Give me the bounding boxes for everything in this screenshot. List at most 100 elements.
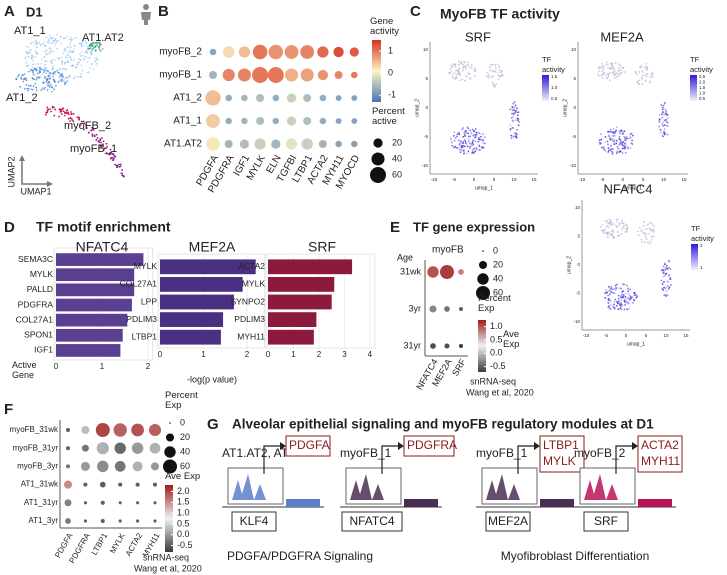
cell-point [637, 230, 640, 233]
dot [132, 461, 143, 472]
cell-point [607, 149, 610, 152]
cell-point [88, 66, 91, 69]
panel-letter: E [390, 219, 400, 236]
cell-point [52, 78, 55, 81]
cell-point [474, 133, 477, 136]
cell-point [460, 62, 463, 64]
cell-point [462, 67, 465, 69]
category-label: PDLIM3 [126, 314, 157, 324]
x-tick-label: 1 [201, 350, 206, 359]
cell-point [611, 153, 614, 156]
category-label: MYH11 [237, 331, 265, 341]
cell-point [600, 74, 603, 77]
colorbar-label: 2.5 [699, 74, 706, 79]
cell-point [512, 135, 515, 138]
cell-point [616, 145, 619, 148]
cell-point [51, 73, 54, 75]
dot [100, 500, 105, 505]
cell-point [51, 90, 53, 93]
cell-point [465, 132, 468, 135]
cell-point [608, 306, 611, 309]
cell-point [463, 138, 466, 141]
cell-point [617, 308, 620, 311]
cell-point [633, 292, 636, 294]
source-note: snRNA-seq [143, 552, 189, 562]
target-box [403, 435, 455, 457]
cell-point [603, 232, 606, 234]
cell-point [46, 82, 49, 85]
cell-point [513, 113, 516, 116]
cell-point [75, 36, 78, 39]
cell-point [644, 228, 647, 231]
cell-point [622, 283, 624, 286]
cell-point [629, 133, 632, 136]
cell-point [620, 294, 622, 297]
cell-point [95, 41, 98, 44]
x-tick-label: -10 [583, 333, 590, 338]
cell-point [91, 53, 94, 56]
cell-point [85, 127, 88, 129]
cell-point [660, 103, 663, 106]
cell-point [609, 300, 612, 303]
cell-point [492, 84, 495, 87]
bar [56, 283, 135, 297]
cell-point [450, 138, 453, 141]
cell-point [517, 114, 519, 117]
dot [64, 499, 72, 507]
cell-point [79, 76, 82, 79]
cell-point [19, 85, 22, 88]
cell-point [660, 131, 663, 134]
cell-point [662, 268, 665, 271]
x-tick-label: 15 [681, 177, 687, 182]
cell-point [617, 63, 620, 66]
cell-point [659, 128, 662, 131]
cell-point [613, 306, 616, 309]
cell-point [625, 223, 628, 226]
cell-point [662, 125, 665, 127]
cell-point [71, 119, 74, 121]
cell-point [469, 77, 472, 80]
cell-point [664, 132, 666, 134]
cell-point [462, 149, 465, 152]
dot [301, 138, 313, 150]
cell-point [116, 166, 118, 169]
cell-point [86, 45, 89, 48]
cell-point [500, 74, 503, 77]
cell-point [493, 86, 496, 88]
cell-point [459, 148, 461, 151]
cell-point [35, 86, 38, 89]
cell-point [69, 46, 72, 49]
cell-point [31, 66, 34, 69]
cell-point [475, 131, 478, 134]
cell-point [669, 278, 672, 281]
cell-point [456, 135, 458, 138]
cell-point [617, 294, 620, 297]
cell-point [471, 149, 474, 151]
size-legend-dot [164, 446, 176, 458]
cell-point [620, 69, 623, 72]
dot [351, 95, 358, 101]
plot-title: NFATC4 [604, 181, 653, 196]
cell-point [607, 67, 609, 69]
dot [440, 265, 454, 279]
dot [136, 501, 140, 505]
cell-point [625, 228, 627, 231]
cell-point [35, 43, 38, 46]
plot-frame [157, 253, 265, 349]
cell-point [666, 113, 669, 116]
cell-point [472, 134, 475, 137]
cell-point [72, 120, 75, 123]
cell-point [626, 302, 629, 305]
cell-point [112, 157, 115, 159]
target-gene: ACTA2 [641, 438, 679, 452]
cell-point [601, 229, 603, 232]
cell-point [512, 109, 514, 112]
cell-point [478, 145, 481, 148]
cell-point [621, 130, 624, 133]
cell-point [615, 142, 618, 145]
cell-point [618, 66, 621, 69]
cell-point [479, 138, 482, 141]
y-tick-label: -10 [421, 163, 428, 168]
cell-point [648, 80, 651, 83]
chart-title: MEF2A [189, 239, 236, 255]
